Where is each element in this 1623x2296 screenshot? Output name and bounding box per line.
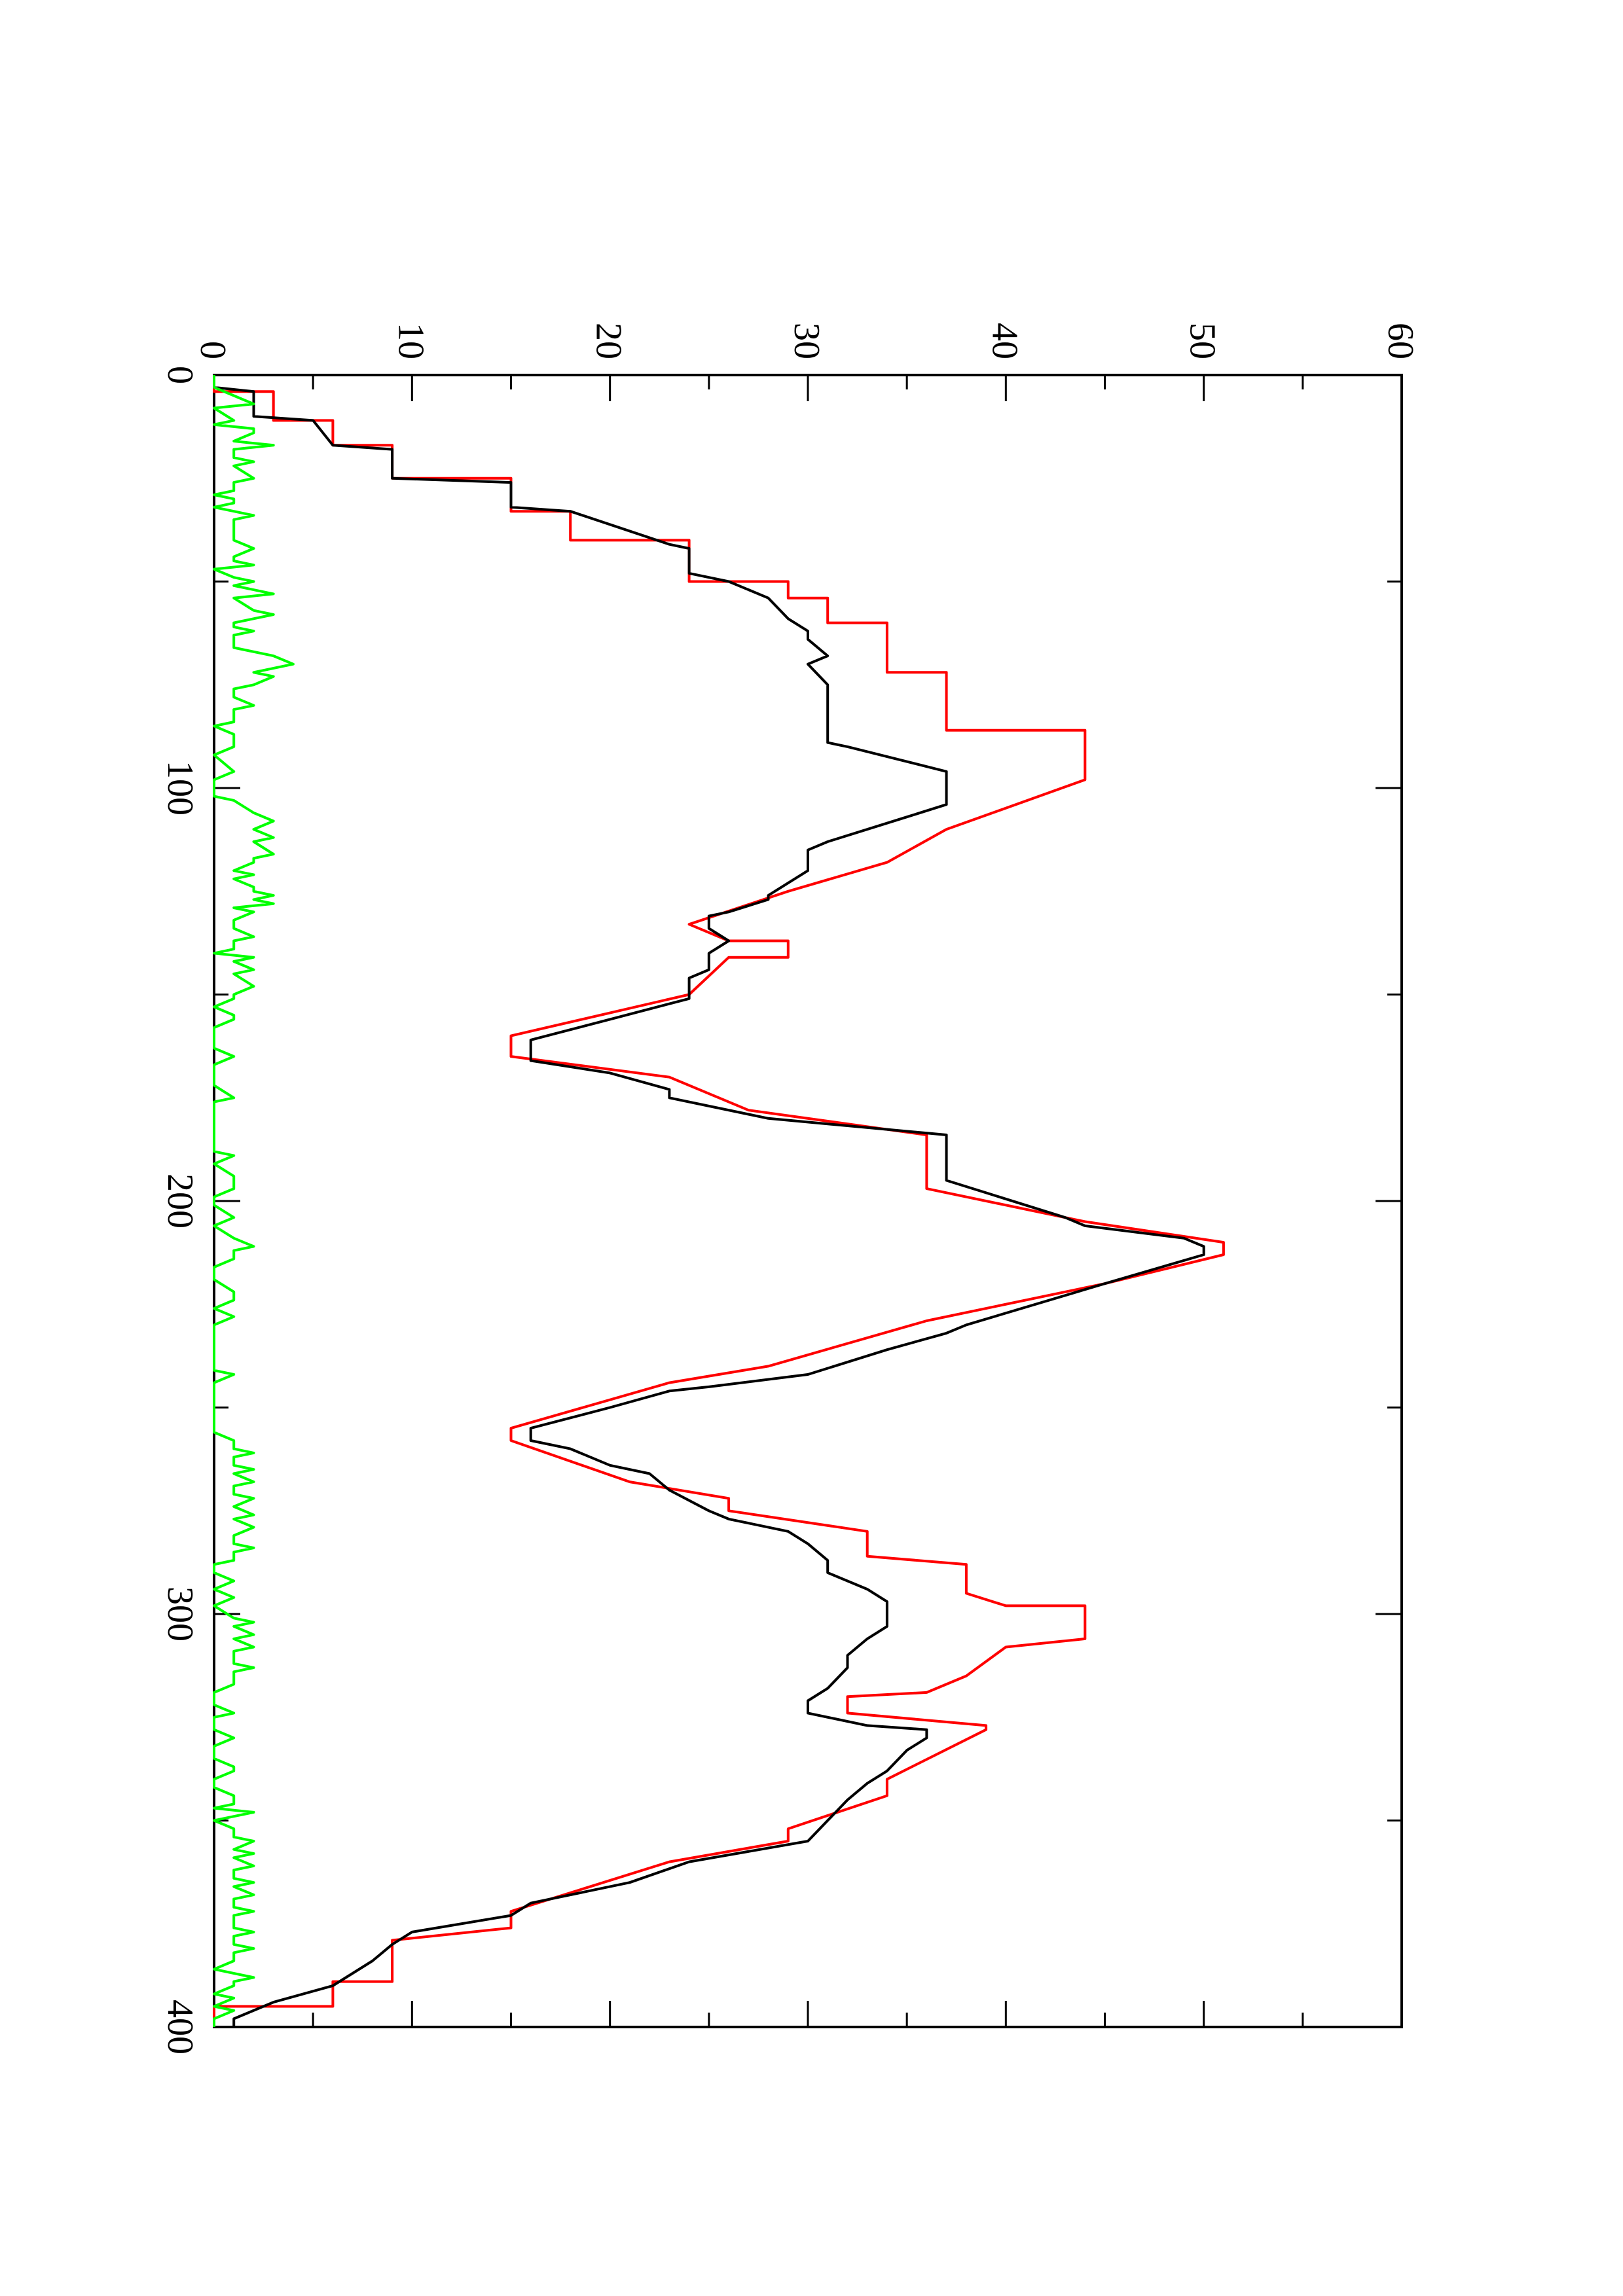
- series-layer: [213, 375, 1225, 2027]
- series-line-2: [213, 375, 1205, 2027]
- y-tick-label: 30: [786, 323, 827, 359]
- x-tick-label: 400: [160, 2000, 200, 2054]
- y-tick-label: 60: [1380, 323, 1421, 359]
- y-tick-label: 0: [192, 341, 233, 359]
- y-tick-label: 20: [589, 323, 629, 359]
- series-line-1: [213, 375, 1225, 2027]
- x-tick-label: 200: [160, 1174, 200, 1229]
- plot-area: 0 100 200 300 400 0 10 20 30 40 50 60: [160, 323, 1421, 2054]
- x-tick-label: 300: [160, 1587, 200, 1641]
- y-tick-label: 50: [1182, 323, 1223, 359]
- plot-frame: [213, 374, 1403, 2028]
- x-tick-label: 100: [160, 761, 200, 816]
- y-tick-label: 40: [984, 323, 1025, 359]
- x-tick-label: 0: [160, 366, 200, 384]
- y-tick-label: 10: [390, 323, 431, 359]
- tick-labels: 0 100 200 300 400 0 10 20 30 40 50 60: [160, 323, 1421, 2054]
- axis-ticks: [213, 374, 1403, 2028]
- series-line-3: [213, 375, 295, 2027]
